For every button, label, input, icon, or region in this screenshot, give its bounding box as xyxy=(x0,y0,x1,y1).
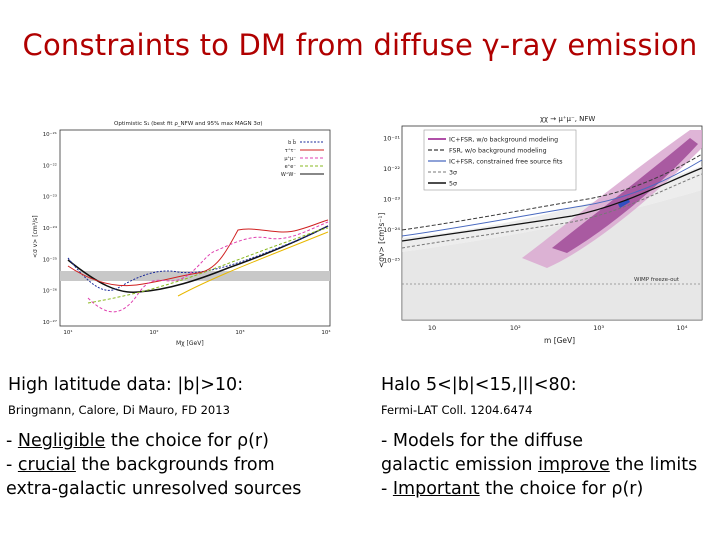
right-figure: χχ → μ⁺μ⁻, NFW WIMP freeze-out 10⁻²¹10⁻²… xyxy=(377,115,703,345)
left-x-tick-label: 10² xyxy=(149,329,158,336)
right-point-2: - Important the choice for ρ(r) xyxy=(381,479,644,499)
right-legend: IC+FSR, w/o background modeling FSR, w/o … xyxy=(428,137,563,188)
left-heading: High latitude data: |b|>10: xyxy=(8,375,244,395)
right-legend-label: 5σ xyxy=(449,181,457,188)
left-y-tick-labels: 10⁻²¹ 10⁻²² 10⁻²³ 10⁻²⁴ 10⁻²⁵ 10⁻²⁶ 10⁻²⁷ xyxy=(43,131,58,326)
right-point-1-cont: galactic emission improve the limits xyxy=(381,455,698,475)
left-curve-blue-dotted xyxy=(67,225,329,291)
left-figure-title: Optimistic S₁ (best fit ρ_NFW and 95% ma… xyxy=(114,121,263,127)
right-y-axis-label: <σv> [cm³s⁻¹] xyxy=(377,213,386,268)
right-x-tick-label: 10 xyxy=(428,324,436,332)
left-y-tick-label: 10⁻²² xyxy=(43,162,57,169)
right-improve: improve xyxy=(538,455,610,475)
left-crucial: crucial xyxy=(17,455,76,475)
right-important: Important xyxy=(392,479,480,499)
left-y-tick-label: 10⁻²⁷ xyxy=(43,319,57,326)
right-x-axis-label: m [GeV] xyxy=(544,336,575,345)
left-legend-label: e⁺e⁻ xyxy=(285,164,297,170)
right-figure-top-label: χχ → μ⁺μ⁻, NFW xyxy=(540,115,595,123)
left-point-2-cont: extra-galactic unresolved sources xyxy=(6,479,302,499)
page-title: Constraints to DM from diffuse γ-ray emi… xyxy=(22,28,698,62)
right-citation: Fermi-LAT Coll. 1204.6474 xyxy=(381,403,533,417)
left-curve-green-dashed xyxy=(87,227,329,304)
left-figure: Optimistic S₁ (best fit ρ_NFW and 95% ma… xyxy=(32,121,331,347)
left-point-1: - Negligible the choice for ρ(r) xyxy=(6,431,269,451)
left-y-tick-label: 10⁻²⁵ xyxy=(43,256,57,263)
right-x-tick-label: 10³ xyxy=(593,324,604,332)
right-legend-box xyxy=(423,129,577,191)
right-freeze-out-label: WIMP freeze-out xyxy=(634,277,680,283)
left-negligible: Negligible xyxy=(17,431,106,451)
right-y-tick-label: 10⁻²¹ xyxy=(383,135,400,143)
left-curve-red xyxy=(67,219,329,287)
left-y-axis-label: <σ v> [cm³/s] xyxy=(32,215,39,258)
left-y-tick-label: 10⁻²¹ xyxy=(43,131,57,138)
right-y-tick-label: 10⁻²⁴ xyxy=(383,226,400,234)
right-legend-label: FSR, w/o background modeling xyxy=(449,148,547,155)
right-x-tick-label: 10² xyxy=(510,324,521,332)
left-x-tick-label: 10¹ xyxy=(63,329,72,336)
left-x-tick-label: 10³ xyxy=(235,329,244,336)
left-legend-label: μ⁺μ⁻ xyxy=(284,156,296,162)
right-y-tick-label: 10⁻²³ xyxy=(383,196,400,204)
right-legend-label: IC+FSR, w/o background modeling xyxy=(449,137,558,144)
left-y-tick-label: 10⁻²³ xyxy=(43,194,57,201)
left-curve-pink-dashed xyxy=(87,221,329,313)
right-point-1: - Models for the diffuse xyxy=(381,431,584,451)
right-curve-3sigma xyxy=(401,173,703,249)
left-legend: b b̄ τ⁺τ⁻ μ⁺μ⁻ e⁺e⁻ W⁺W⁻ xyxy=(281,139,324,178)
right-curve-5sigma xyxy=(401,167,703,242)
left-x-axis-label: Mχ [GeV] xyxy=(176,340,204,347)
left-legend-label: W⁺W⁻ xyxy=(281,172,297,178)
left-curve-yellow xyxy=(177,231,329,297)
right-x-tick-label: 10⁴ xyxy=(677,324,688,332)
left-x-tick-label: 10⁴ xyxy=(321,329,331,336)
right-curve-fsr-no-bg xyxy=(401,153,703,231)
left-x-tick-labels: 10¹ 10² 10³ 10⁴ xyxy=(63,329,331,336)
right-legend-label: IC+FSR, constrained free source fits xyxy=(449,159,563,166)
right-heading: Halo 5<|b|<15,|l|<80: xyxy=(381,375,577,395)
left-y-tick-label: 10⁻²⁴ xyxy=(43,225,58,232)
left-plot-frame xyxy=(59,129,331,327)
right-curve-ic-fsr-free-source xyxy=(401,159,703,237)
left-citation: Bringmann, Calore, Di Mauro, FD 2013 xyxy=(8,403,230,417)
left-point-2: - crucial the backgrounds from xyxy=(6,455,275,475)
right-legend-label: 3σ xyxy=(449,170,457,177)
left-legend-label: b b̄ xyxy=(288,139,296,146)
left-y-tick-label: 10⁻²⁶ xyxy=(43,288,58,295)
right-y-tick-labels: 10⁻²¹ 10⁻²² 10⁻²³ 10⁻²⁴ 10⁻²⁵ xyxy=(383,135,400,265)
right-x-tick-labels: 10 10² 10³ 10⁴ xyxy=(428,324,688,332)
left-curve-black xyxy=(67,225,329,293)
left-legend-label: τ⁺τ⁻ xyxy=(285,148,297,154)
right-y-tick-label: 10⁻²² xyxy=(383,165,400,173)
right-blue-spot xyxy=(618,198,630,208)
right-y-tick-label: 10⁻²⁵ xyxy=(383,257,400,265)
